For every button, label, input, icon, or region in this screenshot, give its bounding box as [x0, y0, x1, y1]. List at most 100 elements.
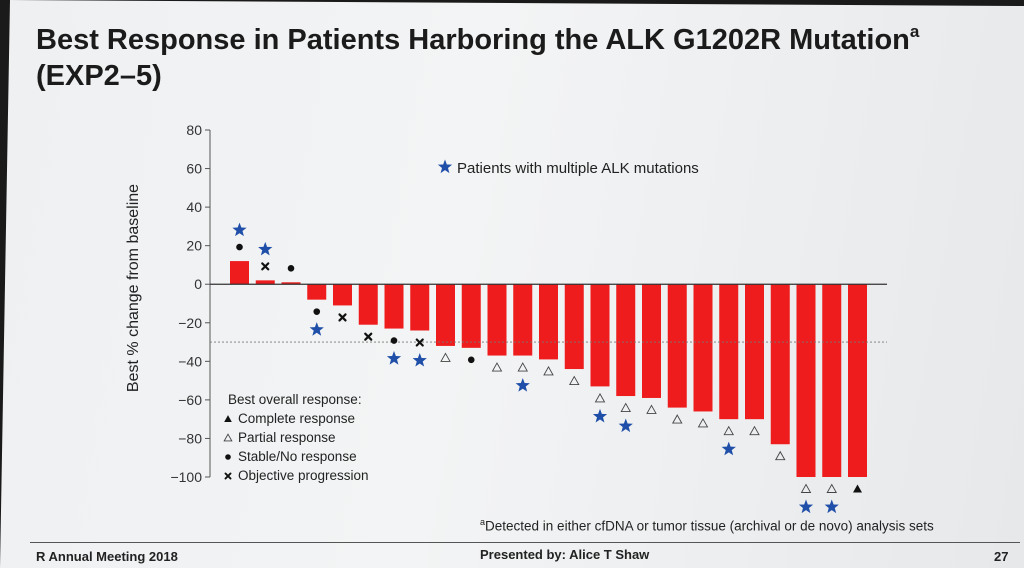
title-tail: (EXP2–5)	[36, 60, 162, 92]
axes-group: 80 60 40 20 0 −20 −40 −60 −80 −100	[170, 122, 887, 485]
star-icon	[437, 159, 453, 174]
partial-response-marker	[826, 483, 838, 493]
y-tick-label: −20	[178, 315, 202, 331]
star-icon	[412, 352, 427, 367]
partial-response-marker	[223, 433, 233, 442]
star-icon	[515, 378, 530, 392]
bar	[255, 280, 275, 285]
star-legend-label: Patients with multiple ALK mutations	[457, 160, 699, 177]
partial-response-marker	[697, 418, 709, 428]
star-legend: Patients with multiple ALK mutations	[437, 159, 699, 177]
partial-response-marker	[723, 425, 735, 436]
bar	[436, 284, 455, 346]
star-icon	[618, 418, 633, 433]
response-legend-title: Best overall response:	[228, 392, 362, 407]
stable-response-marker	[467, 356, 475, 364]
partial-response-marker	[749, 425, 760, 436]
stable-response-marker	[313, 308, 321, 315]
y-tick-label: 20	[186, 238, 202, 254]
bar	[848, 284, 867, 477]
bar	[461, 284, 481, 348]
bar	[539, 284, 558, 360]
footer-meeting: R Annual Meeting 2018	[36, 549, 178, 564]
y-tick-label: −80	[178, 430, 202, 446]
footnote: aDetected in either cfDNA or tumor tissu…	[480, 517, 934, 534]
legend-item-partial: Partial response	[223, 430, 336, 445]
partial-response-marker	[543, 365, 554, 376]
stable-response-marker	[390, 337, 398, 344]
star-icon	[592, 408, 608, 423]
partial-response-marker	[568, 375, 580, 385]
stable-response-marker	[225, 454, 231, 460]
stable-response-marker	[287, 264, 295, 272]
partial-response-marker	[517, 362, 529, 372]
y-tick-label: −100	[170, 469, 202, 485]
bar	[590, 284, 610, 387]
star-icon	[232, 222, 247, 237]
partial-response-marker	[620, 402, 632, 412]
bar	[384, 284, 404, 329]
partial-response-marker	[800, 483, 812, 493]
bar	[281, 282, 301, 285]
legend-item-progression: Objective progression	[224, 468, 369, 483]
y-tick-label: 40	[186, 199, 202, 215]
slide-title: Best Response in Patients Harboring the …	[36, 14, 976, 94]
star-icon	[309, 322, 324, 336]
bar	[307, 284, 327, 300]
bar	[642, 284, 661, 398]
markers-group	[232, 222, 862, 514]
progression-marker	[224, 472, 232, 480]
legend-item-label: Complete response	[238, 411, 355, 426]
footer-divider	[30, 542, 1020, 543]
y-tick-label: −40	[178, 353, 202, 369]
y-tick-label: 60	[186, 161, 202, 177]
legend-item-complete: Complete response	[224, 411, 355, 426]
footnote-superscript: a	[480, 517, 486, 527]
partial-response-marker	[774, 450, 786, 461]
progression-marker	[415, 338, 424, 347]
stable-response-marker	[236, 243, 243, 251]
bar	[487, 284, 507, 356]
bar	[667, 284, 687, 408]
y-tick-label: 80	[186, 122, 202, 138]
bar	[745, 284, 764, 420]
bar	[822, 284, 842, 477]
bar	[719, 284, 739, 420]
partial-response-marker	[671, 414, 683, 424]
partial-response-marker	[594, 392, 606, 403]
bar	[564, 284, 584, 370]
legend-item-label: Objective progression	[238, 468, 369, 483]
partial-response-marker	[646, 404, 657, 414]
star-icon	[824, 499, 839, 514]
title-main: Best Response in Patients Harboring the …	[36, 24, 910, 56]
bar	[230, 261, 249, 285]
star-icon	[721, 441, 736, 456]
footer-page-number: 27	[994, 549, 1009, 564]
bars-group	[230, 261, 867, 477]
star-icon	[386, 351, 402, 365]
y-axis-label: Best % change from baseline	[125, 184, 142, 392]
bar	[333, 284, 352, 306]
star-icon	[798, 499, 814, 514]
response-legend: Best overall response: Complete response…	[223, 392, 369, 483]
progression-marker	[364, 332, 373, 341]
footer-presenter: Presented by: Alice T Shaw	[480, 547, 650, 562]
progression-marker	[338, 313, 347, 322]
bar	[358, 284, 378, 325]
legend-item-label: Stable/No response	[238, 449, 357, 464]
legend-item-label: Partial response	[238, 430, 336, 445]
y-tick-label: −60	[178, 392, 202, 408]
bar	[410, 284, 430, 331]
complete-response-marker	[853, 484, 862, 493]
bar	[770, 284, 790, 445]
legend-item-stable: Stable/No response	[225, 449, 357, 464]
partial-response-marker	[440, 352, 451, 362]
star-icon	[258, 241, 273, 256]
partial-response-marker	[491, 362, 503, 372]
bar	[513, 284, 533, 356]
progression-marker	[261, 262, 270, 271]
complete-response-marker	[224, 415, 232, 422]
y-tick-label: 0	[194, 276, 202, 292]
footnote-text: Detected in either cfDNA or tumor tissue…	[485, 518, 934, 534]
